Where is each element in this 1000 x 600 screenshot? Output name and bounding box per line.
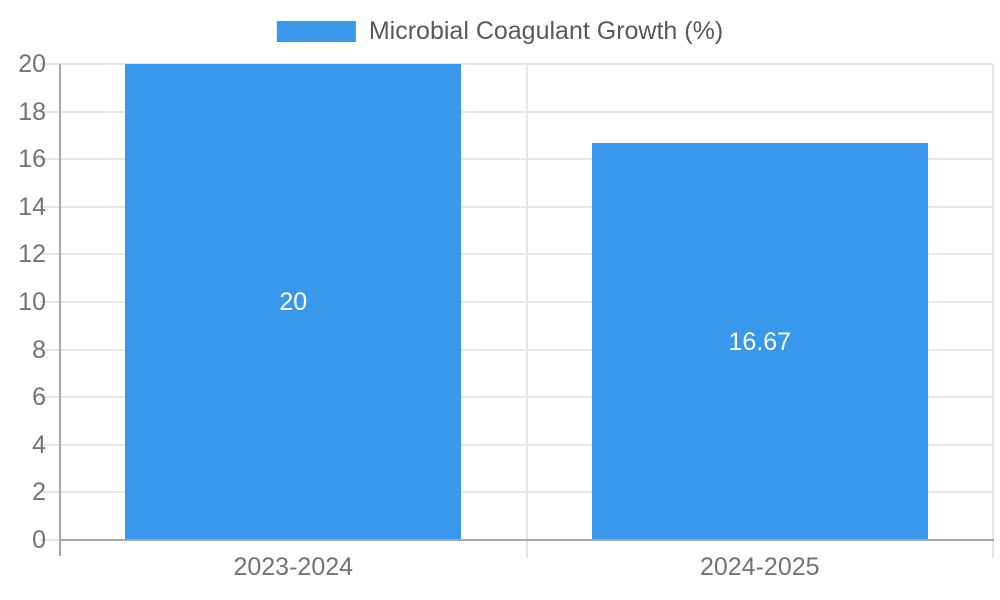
bar-value-label: 16.67	[728, 327, 792, 356]
y-tick-label: 2	[32, 478, 46, 507]
y-tick-label: 12	[18, 240, 46, 269]
y-axis-line	[59, 64, 61, 556]
y-tick-label: 14	[18, 192, 46, 221]
y-tick-label: 18	[18, 97, 46, 126]
y-tick-label: 10	[18, 288, 46, 316]
category-divider	[992, 64, 994, 558]
y-tick	[40, 301, 60, 303]
x-tick-label: 2024-2025	[699, 553, 820, 581]
bar[interactable]	[125, 64, 462, 540]
bar-value-label: 20	[279, 288, 308, 316]
y-tick	[40, 443, 60, 446]
y-tick	[40, 63, 60, 65]
bar[interactable]	[591, 143, 928, 540]
legend-label: Microbial Coagulant Growth (%)	[368, 17, 724, 45]
legend-swatch	[276, 21, 356, 42]
y-tick-label: 16	[18, 145, 46, 174]
y-tick	[40, 205, 60, 208]
y-tick	[40, 253, 60, 256]
y-tick-label: 6	[32, 383, 46, 412]
y-tick-label: 4	[32, 430, 46, 459]
x-tick-label: 2023-2024	[233, 553, 354, 581]
y-tick-label: 0	[32, 526, 46, 554]
y-tick-label: 8	[32, 335, 46, 364]
y-tick-label: 20	[18, 50, 46, 78]
x-axis-line	[59, 539, 994, 541]
y-tick	[40, 158, 60, 161]
legend-item[interactable]: Microbial Coagulant Growth (%)	[276, 17, 724, 45]
y-tick	[40, 348, 60, 351]
y-tick	[40, 491, 60, 494]
y-tick	[40, 396, 60, 399]
y-tick	[40, 110, 60, 113]
y-tick	[40, 539, 60, 541]
category-divider	[525, 64, 528, 558]
